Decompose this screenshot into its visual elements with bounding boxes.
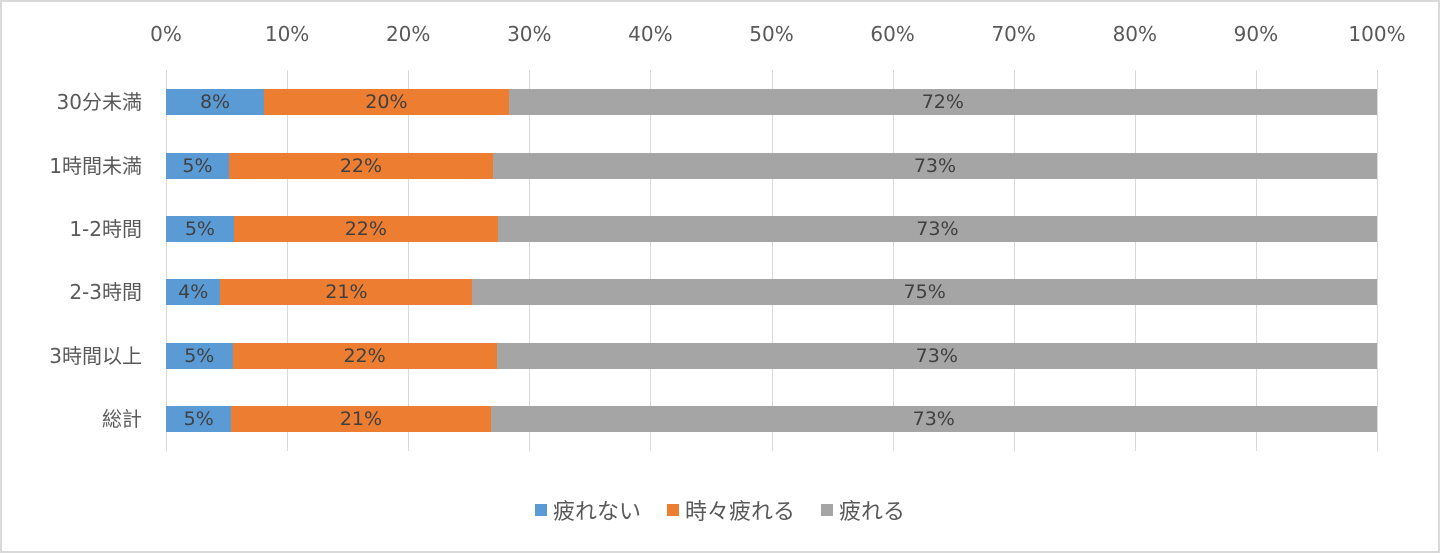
bar-row: 5% 22% 73%	[166, 343, 1377, 369]
bar-segment: 73%	[492, 153, 1377, 179]
bar-segment: 73%	[497, 216, 1377, 242]
bar-segment: 22%	[232, 343, 497, 369]
legend-label: 疲れる	[839, 500, 906, 525]
gridline	[1134, 70, 1136, 451]
bar-segment: 22%	[233, 216, 498, 242]
legend-item-tsukareru: 疲れる	[821, 494, 905, 526]
plot-area	[166, 70, 1378, 451]
bar-row: 8% 20% 72%	[166, 89, 1377, 115]
bar-segment: 5%	[166, 153, 229, 179]
category-label: 2-3時間	[69, 280, 142, 304]
x-tick-label: 80%	[1112, 22, 1158, 46]
x-tick-label: 30%	[507, 22, 552, 46]
x-tick-label: 50%	[749, 22, 794, 46]
legend-swatch-icon	[534, 504, 547, 516]
x-tick-label: 0%	[150, 22, 182, 46]
bar-segment: 4%	[166, 279, 221, 305]
bar-segment: 5%	[166, 216, 234, 242]
x-tick-label: 10%	[264, 22, 310, 46]
legend-swatch-icon	[666, 504, 679, 516]
x-tick-label: 20%	[385, 22, 431, 46]
bar-row: 5% 21% 73%	[166, 406, 1377, 432]
gridline	[408, 70, 410, 451]
gridline	[287, 70, 289, 451]
bar-segment: 72%	[508, 89, 1377, 115]
gridline	[1377, 70, 1378, 451]
bar-segment: 75%	[472, 279, 1377, 305]
gridline	[771, 70, 773, 451]
category-label: 1時間未満	[49, 154, 142, 178]
category-label: 総計	[102, 407, 142, 431]
x-tick-label: 60%	[870, 22, 915, 46]
legend-label: 疲れない	[552, 500, 641, 525]
bar-row: 4% 21% 75%	[166, 279, 1377, 305]
gridline	[892, 70, 894, 451]
category-label: 30分未満	[56, 90, 142, 114]
legend: 疲れない 時々疲れる 疲れる	[0, 494, 1440, 526]
x-tick-label: 100%	[1348, 22, 1406, 46]
bar-segment: 5%	[166, 343, 233, 369]
category-label: 3時間以上	[49, 344, 142, 368]
gridline	[166, 70, 167, 451]
legend-label: 時々疲れる	[684, 500, 795, 525]
bar-segment: 21%	[220, 279, 473, 305]
bar-segment: 22%	[228, 153, 493, 179]
x-tick-label: 90%	[1233, 22, 1279, 46]
legend-item-tsukarenai: 疲れない	[534, 494, 641, 526]
x-tick-label: 40%	[628, 22, 673, 46]
legend-item-tokidoki: 時々疲れる	[666, 494, 795, 526]
bar-segment: 5%	[166, 406, 232, 432]
bar-row: 5% 22% 73%	[166, 153, 1377, 179]
category-label: 1-2時間	[69, 217, 142, 241]
bar-row: 5% 22% 73%	[166, 216, 1377, 242]
gridline	[650, 70, 652, 451]
bar-segment: 73%	[490, 406, 1377, 432]
bar-segment: 8%	[166, 89, 265, 115]
gridline	[1255, 70, 1257, 451]
x-tick-label: 70%	[991, 22, 1036, 46]
bar-segment: 21%	[231, 406, 491, 432]
bar-segment: 73%	[496, 343, 1377, 369]
bar-segment: 20%	[264, 89, 509, 115]
gridline	[529, 70, 531, 451]
legend-swatch-icon	[821, 504, 833, 516]
gridline	[1013, 70, 1015, 451]
